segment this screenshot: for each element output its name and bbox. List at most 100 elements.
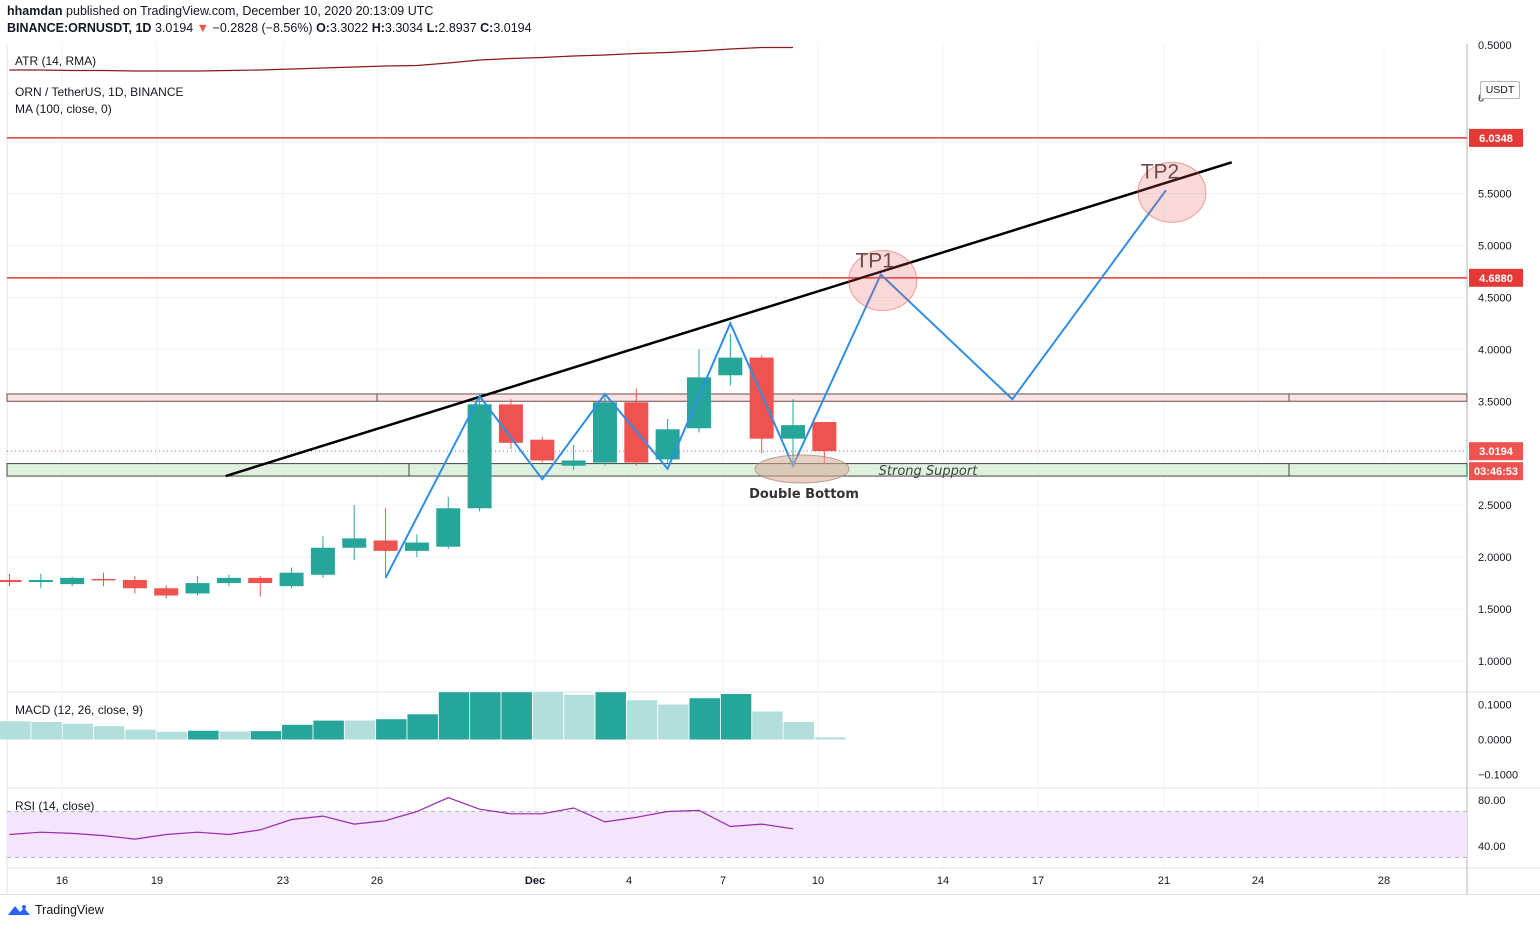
macd-histogram-bar (658, 704, 689, 740)
price-tick-label: 4.5000 (1478, 292, 1512, 304)
price-tag-label: 4.6880 (1479, 273, 1513, 285)
footer (0, 894, 1540, 931)
macd-pane (0, 692, 846, 740)
time-tick-label: 23 (277, 875, 289, 887)
price-tag-label: 03:46:53 (1474, 466, 1518, 478)
candle-body (561, 460, 586, 466)
candle-body (467, 404, 492, 509)
low-value: 2.8937 (438, 21, 477, 35)
macd-histogram-bar (532, 692, 564, 740)
time-tick-label: Dec (525, 875, 545, 887)
price-tick-label: 2.0000 (1478, 552, 1512, 564)
price-tag-bg (1469, 442, 1523, 461)
support-zone (6, 463, 1468, 477)
horizontal-levels (7, 137, 1467, 279)
time-tick-label: 17 (1032, 875, 1044, 887)
open-value: 3.3022 (329, 21, 369, 35)
price-tick-label: 3.5000 (1478, 396, 1512, 408)
macd-histogram-bar (438, 692, 470, 740)
candle-body (185, 583, 210, 594)
tp1-label: TP1 (855, 249, 894, 272)
candle-body (781, 425, 805, 439)
author-name[interactable]: hhamdan (7, 4, 63, 18)
macd-histogram-bar (62, 723, 94, 740)
resistance-zone (6, 393, 1468, 402)
macd-tick-label: 0.1000 (1478, 700, 1512, 712)
close-label: C: (480, 21, 494, 35)
price-tags: 6.0348 4.6880 3.0194 03:46:53 (1469, 128, 1523, 481)
candle-body (216, 577, 241, 584)
tradingview-brand: TradingView (35, 903, 104, 917)
macd-histogram-bar (564, 694, 595, 740)
macd-histogram-bar (94, 726, 125, 740)
macd-histogram-bar (282, 724, 313, 740)
strong-support-label: Strong Support (879, 464, 979, 479)
candle-body (655, 429, 680, 460)
time-tick-label: 24 (1252, 875, 1264, 887)
macd-histogram-bar (250, 731, 282, 740)
macd-histogram-bar (344, 720, 376, 740)
tradingview-logo-icon (8, 905, 30, 915)
candlestick-series (0, 333, 837, 599)
time-tick-label: 4 (626, 875, 632, 887)
candle-body (28, 579, 53, 583)
time-tick-label: 7 (720, 875, 726, 887)
macd-legend[interactable]: MACD (12, 26, close, 9) (15, 703, 144, 717)
high-label: H: (371, 21, 385, 35)
zigzag-pattern (384, 189, 1167, 579)
candle-body (60, 577, 85, 585)
time-tick-label: 14 (937, 875, 949, 887)
atr-indicator (9, 46, 793, 72)
double-bottom-marker (754, 454, 850, 484)
double-bottom-label: Double Bottom (749, 487, 859, 502)
ma-legend[interactable]: MA (100, close, 0) (15, 102, 112, 116)
currency-selector[interactable]: USDT (1480, 81, 1520, 99)
price-tag-label: 3.0194 (1479, 446, 1514, 458)
macd-histogram-bar (31, 722, 62, 740)
rsi-legend[interactable]: RSI (14, close) (15, 799, 95, 813)
macd-histogram-bar (501, 692, 532, 740)
rsi-tick-label: 40.00 (1478, 841, 1506, 853)
close-value: 3.0194 (493, 21, 532, 35)
candle-body (248, 577, 273, 584)
price-tick-label: 4.0000 (1478, 344, 1512, 356)
macd-histogram-bar (156, 731, 188, 740)
price-tag-bg (1469, 268, 1523, 287)
macd-histogram-bar (689, 698, 720, 740)
time-tick-label: 26 (371, 875, 383, 887)
atr-legend[interactable]: ATR (14, RMA) (15, 54, 97, 68)
tradingview-logo[interactable]: TradingView (7, 903, 104, 917)
rsi-tick-label: 80.00 (1478, 795, 1506, 807)
macd-histogram-bar (313, 720, 344, 740)
rsi-pane (7, 797, 1467, 858)
tp2-marker (1137, 161, 1207, 223)
macd-histogram-bar (470, 692, 501, 740)
atr-line (9, 46, 793, 72)
macd-histogram-bar (188, 730, 219, 740)
macd-tick-label: −0.1000 (1478, 770, 1518, 782)
macd-histogram-bar (783, 722, 814, 740)
trendline (225, 161, 1233, 478)
candle-body (436, 508, 461, 547)
tp1-marker (848, 249, 918, 311)
symbol-legend[interactable]: ORN / TetherUS, 1D, BINANCE (15, 85, 184, 99)
candle-body (279, 572, 304, 587)
chart-axes: 16 19 23 26 Dec 4 7 10 14 17 21 24 28 1.0000 1.5000 2.0… (56, 40, 1518, 887)
time-tick-label: 16 (56, 875, 68, 887)
macd-histogram-bar (595, 692, 626, 740)
price-tick-label: 5.5000 (1478, 188, 1512, 200)
macd-histogram-bar (814, 737, 846, 740)
candle-body (749, 357, 774, 439)
rsi-line (9, 797, 794, 840)
macd-histogram-bar (219, 731, 250, 740)
macd-histogram-bar (752, 711, 783, 740)
published-text: published on TradingView.com, December 1… (66, 4, 434, 18)
symbol-name[interactable]: BINANCE:ORNUSDT, 1D (7, 21, 152, 35)
price-tag-label: 6.0348 (1479, 133, 1513, 145)
low-label: L: (426, 21, 439, 35)
candle-body (91, 578, 116, 581)
macd-histogram-bar (125, 729, 156, 740)
macd-histogram-bar (0, 721, 31, 740)
time-tick-label: 28 (1378, 875, 1390, 887)
